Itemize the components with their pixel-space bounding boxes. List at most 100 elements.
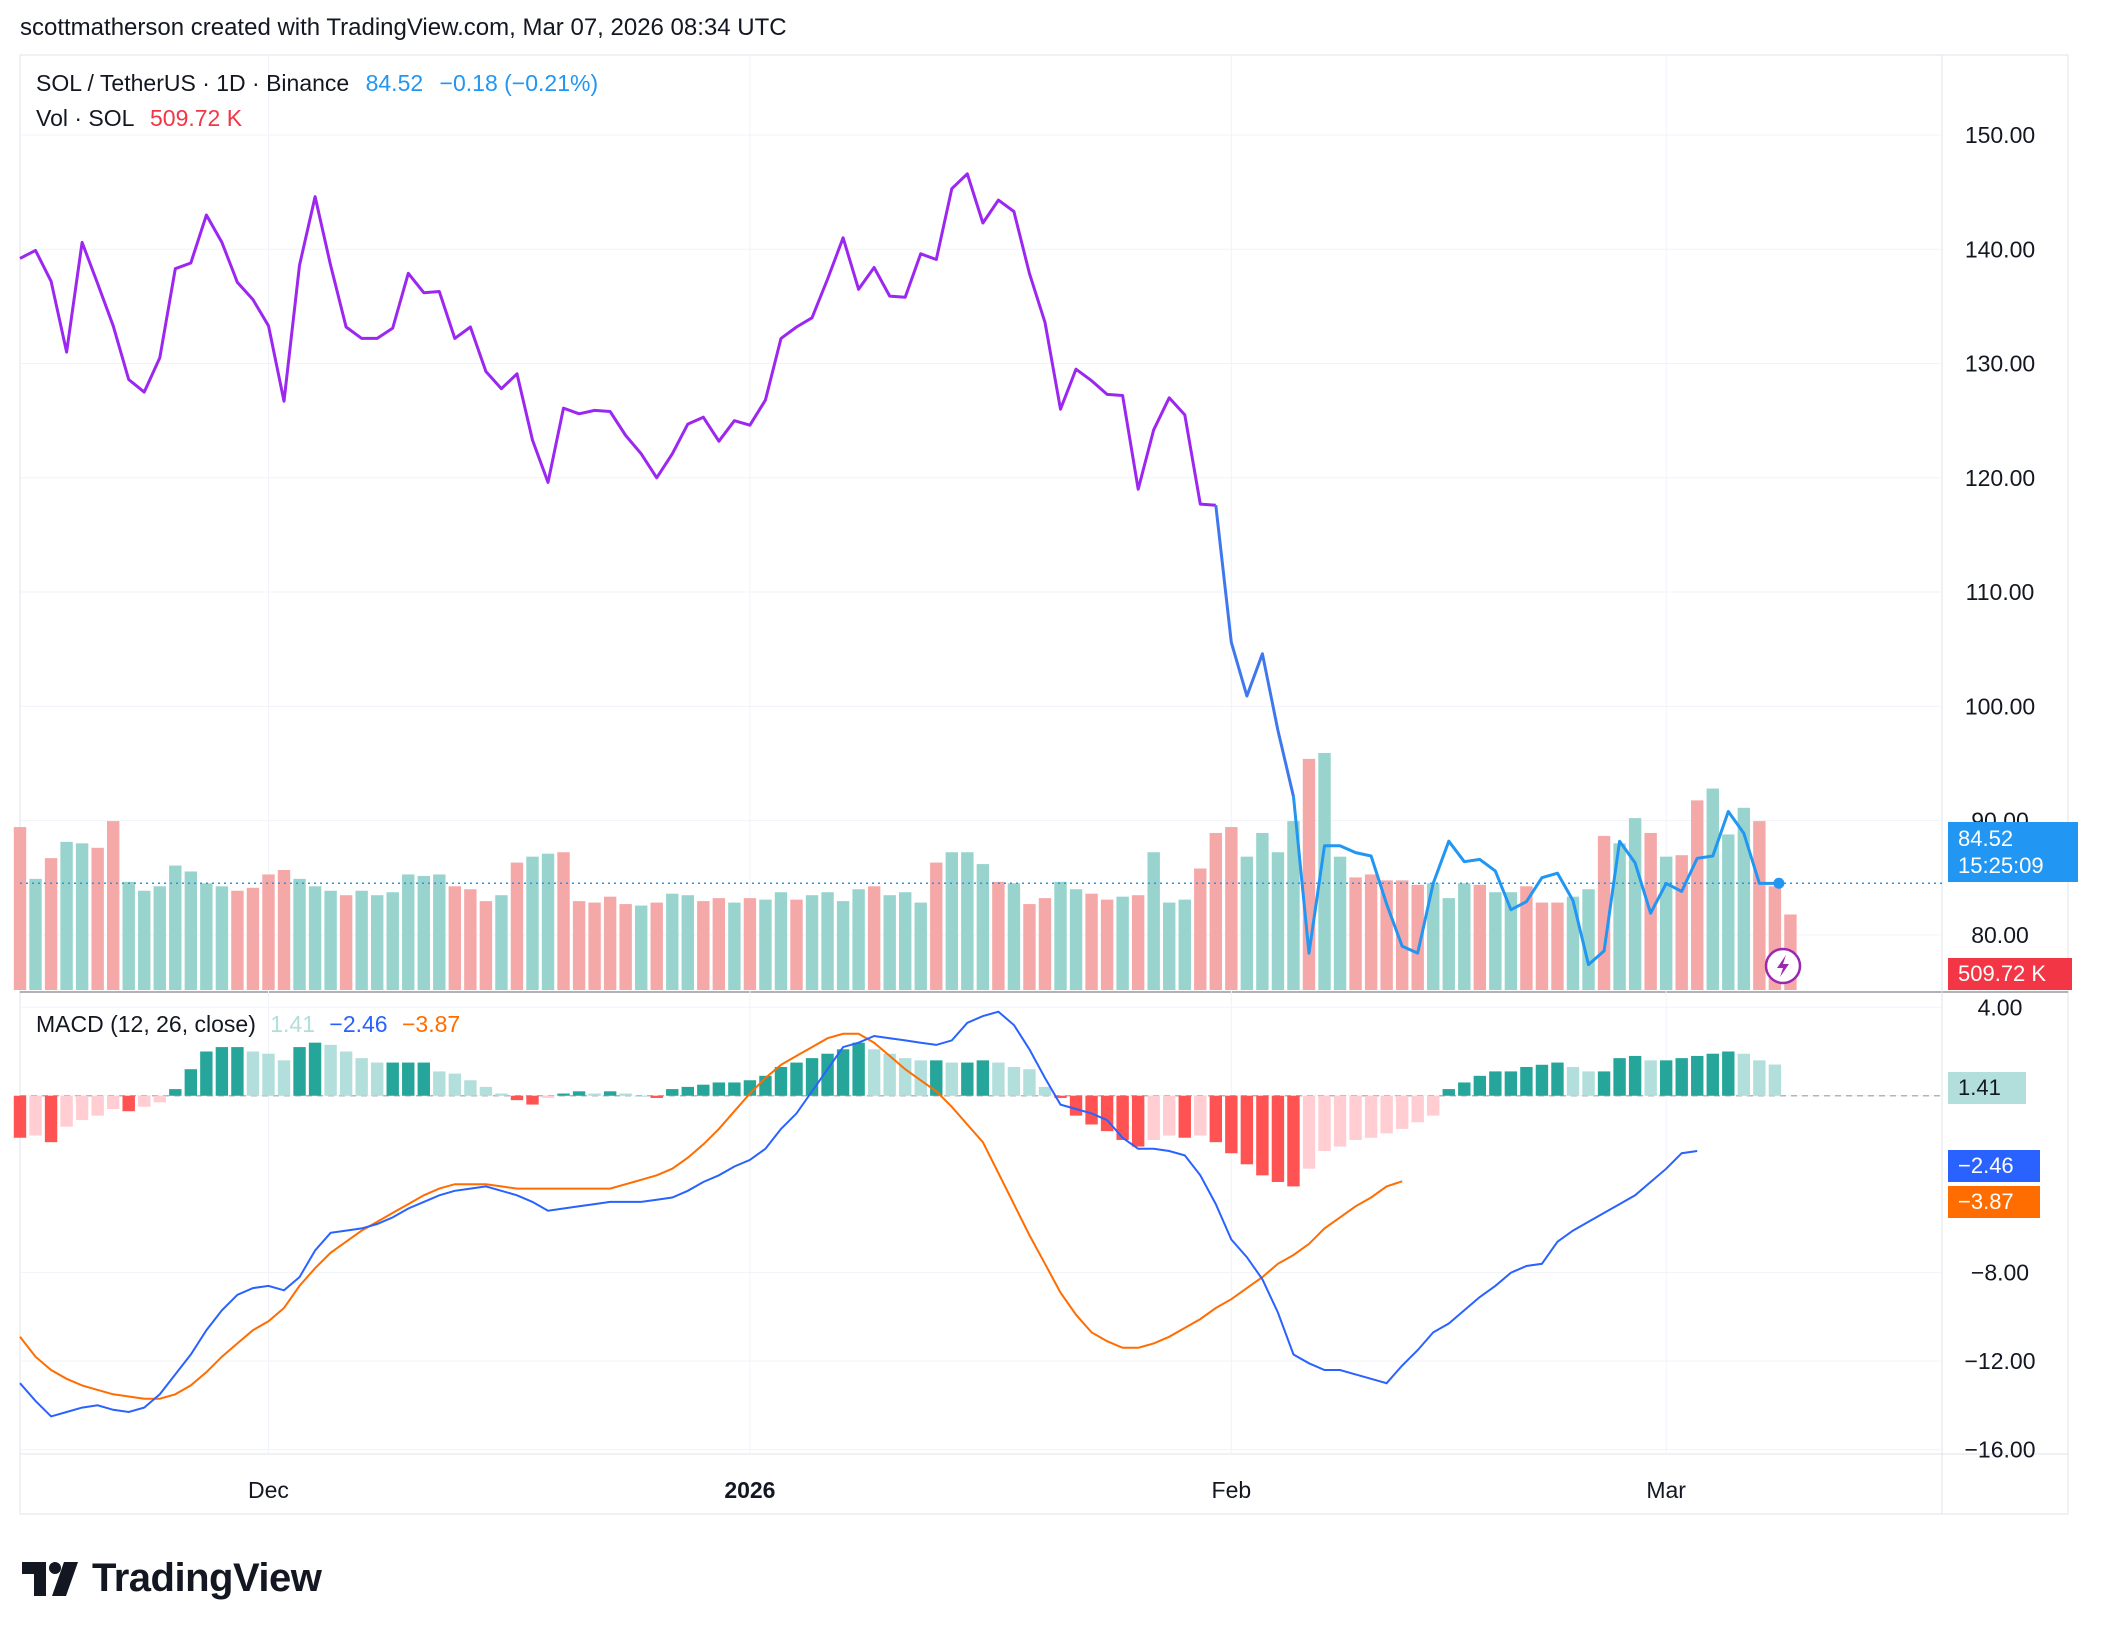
volume-bar xyxy=(836,901,850,990)
macd-hist-bar xyxy=(1225,1095,1238,1154)
macd-hist-bar xyxy=(899,1058,912,1096)
macd-hist-bar xyxy=(1302,1095,1316,1169)
volume-bar xyxy=(479,901,493,990)
macd-hist-bar xyxy=(712,1082,726,1096)
volume-label[interactable]: Vol · SOL xyxy=(36,105,134,131)
symbol-name[interactable]: SOL / TetherUS · 1D · Binance xyxy=(36,70,350,96)
volume-bar xyxy=(1302,758,1316,990)
macd-hist-bar xyxy=(1489,1071,1502,1096)
macd-hist-bar xyxy=(44,1095,58,1143)
volume-bar xyxy=(1566,896,1580,990)
volume-bar xyxy=(1038,898,1052,990)
volume-bar xyxy=(1116,896,1129,990)
price-tick-label: 100.00 xyxy=(1965,693,2035,719)
macd-hist-bar xyxy=(603,1091,617,1096)
price-line-upper xyxy=(19,172,1216,507)
last-price-dot xyxy=(1773,877,1785,889)
macd-hist-bar xyxy=(1256,1095,1269,1176)
symbol-legend[interactable]: SOL / TetherUS · 1D · Binance 84.52 −0.1… xyxy=(36,70,598,97)
volume-bar xyxy=(106,821,120,990)
macd-tick-label: −16.00 xyxy=(1965,1437,2036,1463)
volume-bar xyxy=(1256,832,1269,990)
volume-bar xyxy=(153,886,166,990)
volume-bar xyxy=(1489,892,1502,990)
macd-hist-bar xyxy=(1458,1082,1471,1096)
last-price: 84.52 xyxy=(365,70,424,96)
macd-signal-value: −3.87 xyxy=(402,1011,461,1037)
macd-hist-bar xyxy=(1364,1095,1378,1138)
macd-hist-bar xyxy=(681,1086,694,1096)
macd-hist-bar xyxy=(1597,1071,1611,1096)
price-tick-label: 120.00 xyxy=(1965,465,2035,491)
volume-bar xyxy=(728,902,741,990)
volume-bar xyxy=(1287,821,1300,990)
volume-bar xyxy=(1722,834,1735,990)
volume-bar xyxy=(169,865,182,990)
volume-bar xyxy=(231,890,244,990)
volume-bar xyxy=(1194,868,1207,990)
volume-bar xyxy=(1613,843,1626,990)
volume-bar xyxy=(277,870,291,990)
volume-bar xyxy=(1318,752,1331,990)
volume-bar xyxy=(588,902,601,990)
volume-bar xyxy=(138,890,151,990)
volume-bar xyxy=(1411,884,1424,990)
volume-bar xyxy=(464,889,477,990)
volume-bar xyxy=(650,902,663,990)
macd-hist-bar xyxy=(961,1062,974,1096)
macd-hist-value: 1.41 xyxy=(270,1011,316,1037)
volume-bar xyxy=(619,904,632,990)
price-line-transition xyxy=(1214,505,1295,797)
volume-bar xyxy=(1582,889,1595,990)
macd-hist-bar xyxy=(1395,1095,1409,1129)
volume-legend[interactable]: Vol · SOL 509.72 K xyxy=(36,105,242,132)
macd-label[interactable]: MACD (12, 26, close) xyxy=(36,1011,256,1037)
volume-bar xyxy=(246,887,260,990)
macd-hist-bar xyxy=(433,1071,446,1096)
volume-bar xyxy=(635,905,648,990)
volume-bar xyxy=(1240,856,1254,990)
macd-hist-bar xyxy=(464,1080,477,1096)
macd-tick-label: −12.00 xyxy=(1965,1348,2036,1374)
macd-hist-bar xyxy=(1411,1095,1424,1123)
macd-hist-bar xyxy=(1333,1095,1347,1147)
volume-bar xyxy=(572,901,586,990)
volume-bar xyxy=(805,895,819,990)
volume-bar xyxy=(1271,852,1285,990)
volume-bar xyxy=(402,874,415,990)
volume-bar xyxy=(1551,902,1564,990)
volume-bar xyxy=(1364,874,1378,990)
tradingview-logo-text: TradingView xyxy=(92,1556,322,1600)
volume-bar xyxy=(821,892,834,990)
volume-bar xyxy=(29,878,42,990)
volume-bar xyxy=(262,874,275,990)
macd-hist-bar xyxy=(526,1095,539,1105)
macd-tick-label: 4.00 xyxy=(1978,994,2023,1020)
countdown-value: 15:25:09 xyxy=(1958,853,2044,878)
volume-bar xyxy=(697,901,710,990)
macd-hist-bar xyxy=(1380,1095,1393,1134)
volume-series xyxy=(13,752,1797,990)
macd-hist-bar xyxy=(790,1062,803,1096)
macd-hist-bar xyxy=(106,1095,120,1109)
macd-hist-bar xyxy=(1194,1095,1207,1136)
signal-tag: −3.87 xyxy=(1948,1186,2040,1218)
macd-hist-bar xyxy=(1659,1060,1673,1096)
macd-hist-bar xyxy=(1675,1058,1688,1096)
macd-hist-bar xyxy=(1147,1095,1160,1140)
volume-bar xyxy=(1427,883,1440,990)
volume-bar xyxy=(1007,883,1021,990)
macd-hist-bar xyxy=(743,1080,757,1096)
macd-hist-bar xyxy=(1722,1051,1735,1096)
volume-bar xyxy=(339,895,353,990)
volume-bar xyxy=(1069,889,1083,990)
price-tick-label: 140.00 xyxy=(1965,236,2035,262)
volume-bar xyxy=(681,895,694,990)
volume-bar xyxy=(557,852,570,990)
macd-hist-bar xyxy=(184,1069,198,1096)
macd-legend[interactable]: MACD (12, 26, close) 1.41 −2.46 −3.87 xyxy=(36,1011,460,1038)
volume-bar xyxy=(1458,883,1471,990)
time-tick-label: Dec xyxy=(248,1477,289,1503)
tradingview-logo[interactable]: TradingView xyxy=(22,1556,322,1601)
macd-hist-bar xyxy=(1349,1095,1362,1140)
